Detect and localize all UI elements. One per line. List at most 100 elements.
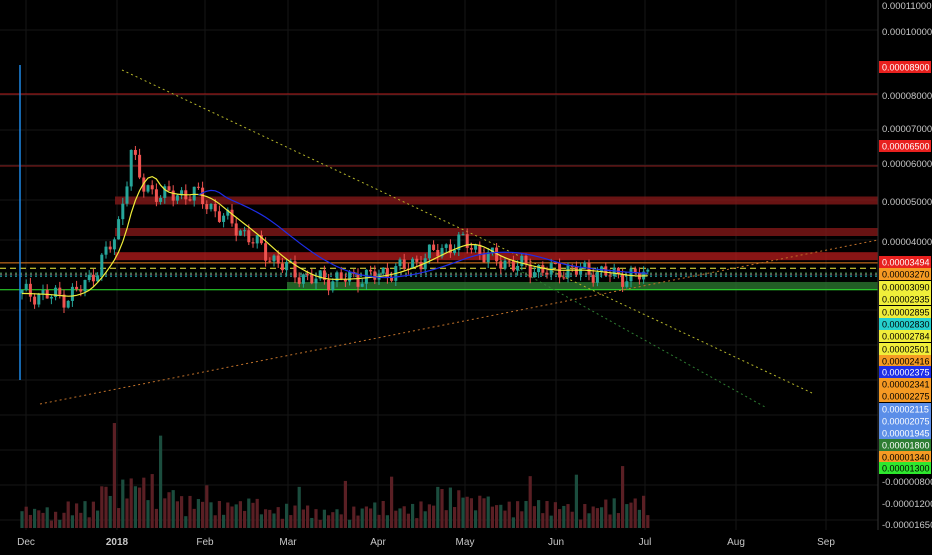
candle-body [230,209,234,224]
volume-bar [583,504,587,528]
volume-bar [280,518,284,528]
candle-body [373,271,377,280]
volume-bar [79,512,83,528]
price-badge-label: 0.00002501 [882,345,930,355]
volume-bar [642,495,646,528]
volume-bar [125,498,129,528]
candle-body [213,203,217,212]
volume-bar [646,515,650,528]
candle-body [49,296,53,299]
volume-bar [251,502,255,528]
candle-body [222,215,226,222]
volume-bar [381,501,385,528]
volume-bar [75,503,79,528]
volume-bar [457,490,461,528]
volume-bar [495,505,499,528]
candle-body [621,273,625,287]
candle-body [625,281,629,287]
candle-body [398,259,402,267]
price-badge-label: 0.00003090 [882,283,930,293]
volume-bar [419,501,423,528]
y-tick-label: 0.00008000 [882,91,932,102]
volume-bar [558,509,562,528]
candle-body [100,254,104,276]
candle-body [272,255,276,262]
price-badge [879,366,931,378]
volume-bar [394,510,398,528]
candle-body [20,289,24,294]
price-badge [879,427,931,439]
x-tick-label: 2018 [106,537,129,548]
y-tick-label: 0.00004000 [882,237,932,248]
volume-bar [163,498,167,528]
volume-bar [54,511,58,528]
candle-body [83,280,87,292]
candle-body [436,249,440,257]
candle-body [511,260,515,271]
candle-body [419,261,423,270]
volume-bar [129,478,133,528]
x-tick-label: Sep [817,537,835,548]
volume-bar [276,507,280,528]
candle-body [234,223,238,236]
candle-body [444,244,448,248]
volume-bar [612,498,616,528]
candle-body [411,258,415,269]
candle-body [537,265,541,273]
candle-body [276,255,280,264]
candle-body [474,244,478,250]
volume-bar [339,514,343,528]
price-badge [879,330,931,342]
price-badge [879,293,931,305]
price-badge [879,318,931,330]
volume-bar [411,503,415,528]
candle-body [192,186,196,201]
volume-bar [474,510,478,528]
candle-body [528,264,532,278]
moving-average-fast [22,175,648,297]
volume-bar [306,505,310,528]
volume-bar [490,506,494,528]
volume-bar [243,510,247,528]
volume-bar [314,509,318,528]
candle-body [205,204,209,210]
price-badge-label: 0.00002935 [882,295,930,305]
price-badge [879,415,931,427]
volume-bar [322,509,326,528]
candle-body [28,283,32,297]
price-badge-label: 0.00003270 [882,270,930,280]
volume-bar [268,509,272,528]
price-badge [879,355,931,367]
price-badge [879,343,931,355]
candle-body [91,274,95,282]
candle-body [268,260,272,262]
volume-bar [541,513,545,528]
price-badge [879,439,931,451]
volume-bar [28,514,32,528]
candle-body [482,254,486,263]
volume-bar [545,501,549,528]
volume-bar [108,495,112,528]
trendline [39,239,879,405]
candle-body [331,281,335,291]
candle-body [633,268,637,273]
moving-average-slow [198,189,648,279]
volume-bar [91,501,95,528]
volume-bar [373,502,377,528]
x-tick-label: Jun [548,537,564,548]
candle-body [549,263,553,275]
candle-body [125,186,129,204]
candle-body [448,244,452,254]
candle-body [390,277,394,281]
candle-body [415,258,419,262]
candle-body [163,186,167,198]
candle-body [121,203,125,220]
candle-body [486,252,490,263]
candle-body [79,289,83,292]
volume-bar [390,476,394,528]
price-badge-label: 0.00002830 [882,320,930,330]
candle-body [440,247,444,257]
volume-bar [503,510,507,528]
